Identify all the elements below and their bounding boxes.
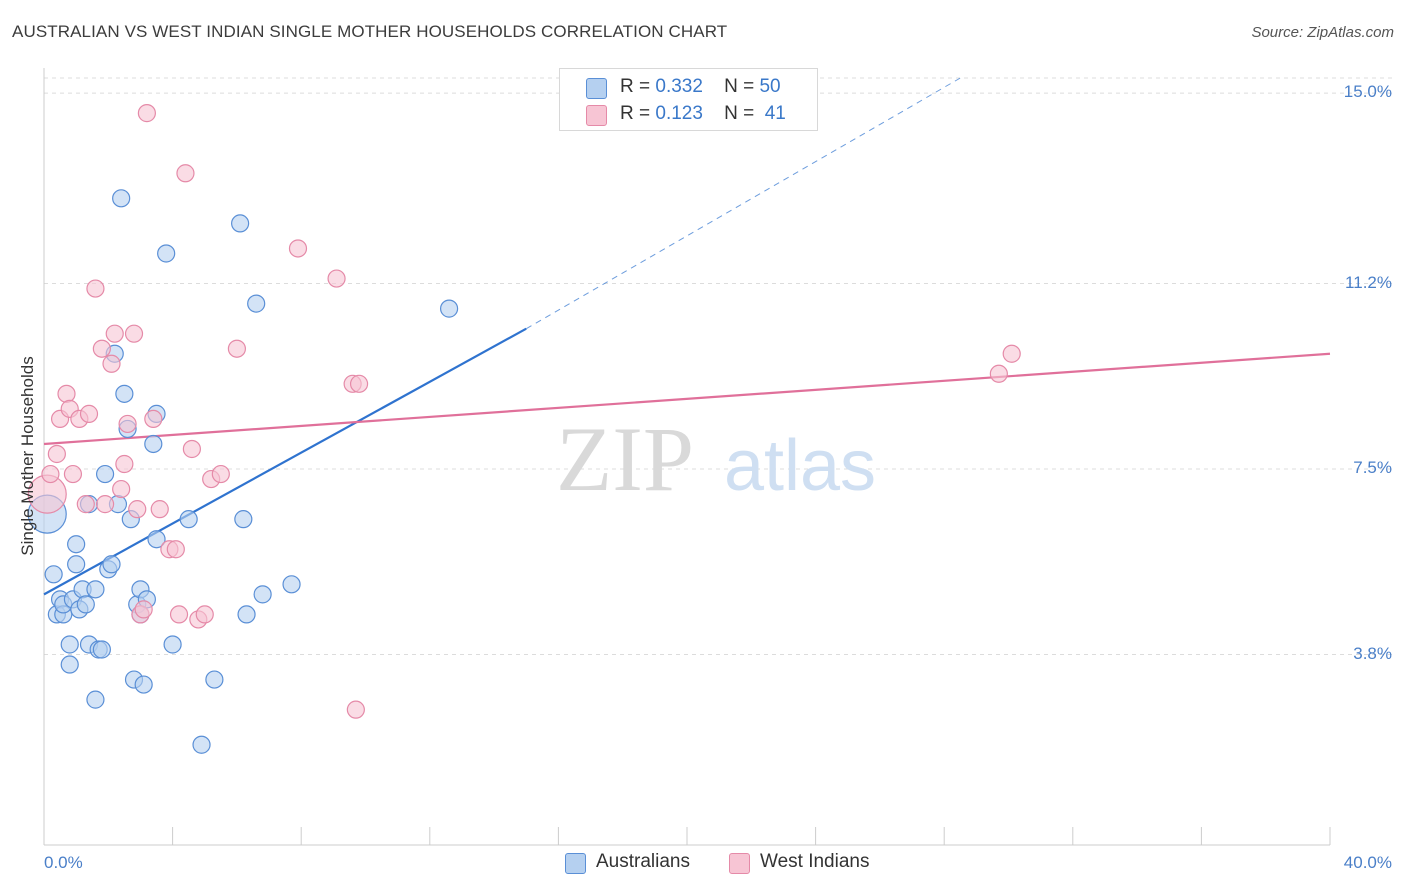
trend-lines: [43, 77, 1331, 596]
watermark-atlas: atlas: [724, 426, 876, 506]
west-indians-point: [150, 500, 169, 519]
australians-point: [60, 655, 79, 674]
x-tick-label-max: 40.0%: [1343, 853, 1392, 872]
west-indians-point: [57, 384, 76, 403]
australians-swatch: [586, 78, 607, 99]
west-indians-point: [115, 454, 134, 474]
australians-point: [44, 565, 63, 584]
y-axis-title: Single Mother Households: [18, 356, 37, 556]
west-indians-point: [92, 339, 111, 358]
west-indians-point: [144, 409, 163, 429]
west-indians-point: [169, 605, 189, 624]
west-indians-point: [95, 495, 115, 514]
australians-point: [439, 299, 459, 318]
australians-point: [237, 605, 256, 624]
west-indians-point: [105, 324, 124, 343]
west-indians-point: [76, 495, 95, 514]
r-label: R =: [620, 76, 651, 97]
australians-trend-line: [43, 327, 527, 596]
n-value: 50: [759, 76, 781, 97]
watermark-zip: ZIP: [556, 408, 694, 510]
west-indians-point: [211, 464, 230, 484]
australians-point: [134, 675, 153, 694]
n-label: N =: [724, 103, 755, 124]
australians-point: [60, 635, 79, 654]
data-points: [27, 104, 1021, 754]
legend-label-west-indians: West Indians: [760, 851, 870, 872]
legend-label-australians: Australians: [596, 851, 690, 872]
west-indians-point: [118, 414, 137, 434]
australians-point: [234, 510, 253, 529]
australians-point: [92, 640, 111, 659]
west-indians-point: [195, 605, 214, 624]
west-indians-point: [327, 269, 346, 288]
west-indians-point: [124, 324, 144, 343]
australians-point: [147, 530, 166, 549]
west-indians-point: [349, 374, 369, 393]
correlation-legend: R = 0.332 N = 50 R = 0.123 N = 41: [559, 68, 818, 131]
australians-point: [112, 189, 131, 208]
australians-point: [67, 555, 86, 574]
australians-point: [192, 735, 211, 754]
r-value: 0.123: [655, 103, 703, 124]
west-indians-point: [182, 439, 201, 459]
axes: [43, 68, 1331, 846]
australians-point: [86, 580, 105, 599]
australians-point: [205, 670, 224, 689]
r-label: R =: [620, 103, 651, 124]
y-tick-label-7-5: 7.5%: [1353, 458, 1392, 478]
y-tick-label-11-2: 11.2%: [1345, 272, 1392, 292]
west-indians-swatch: [729, 853, 750, 874]
west-indians-point: [102, 354, 121, 373]
x-tick-label-min: 0.0%: [44, 853, 83, 872]
australians-point: [115, 384, 134, 403]
y-tick-label-3-8: 3.8%: [1353, 643, 1392, 663]
grid-lines: [44, 77, 1392, 656]
west-indians-point: [134, 600, 153, 619]
west-indians-point: [128, 500, 147, 519]
australians-point: [102, 555, 121, 574]
r-value: 0.332: [655, 76, 703, 97]
west-indians-point: [346, 700, 365, 719]
n-value: 41: [764, 103, 786, 124]
australians-point: [179, 510, 198, 529]
west-indians-point: [989, 364, 1008, 383]
west-indians-point: [63, 464, 83, 484]
n-label: N =: [724, 76, 755, 97]
west-indians-point: [227, 339, 246, 358]
west-indians-point: [86, 279, 105, 298]
west-indians-point: [112, 479, 131, 499]
australians-point: [76, 595, 95, 614]
australians-point: [253, 585, 272, 604]
y-tick-label-15-0: 15.0%: [1343, 82, 1392, 102]
chart-source: Source: ZipAtlas.com: [1251, 24, 1394, 41]
west-indians-point: [176, 164, 195, 183]
west-indians-point: [1002, 344, 1021, 363]
australians-point: [95, 464, 115, 484]
australians-point: [67, 535, 86, 554]
west-indians-point: [41, 464, 60, 484]
watermark: ZIP atlas: [556, 408, 876, 510]
australians-point: [282, 575, 301, 594]
australians-point: [163, 635, 182, 654]
australians-point: [144, 434, 163, 454]
west-indians-point: [137, 104, 156, 123]
australians-point: [86, 690, 105, 709]
chart-title: AUSTRALIAN VS WEST INDIAN SINGLE MOTHER …: [12, 22, 728, 41]
australians-point: [231, 214, 250, 233]
australians-point: [157, 244, 176, 263]
west-indians-point: [79, 404, 99, 423]
west-indians-trend-line: [43, 352, 1331, 446]
west-indians-swatch: [586, 105, 607, 126]
west-indians-point: [288, 239, 308, 258]
australians-point: [247, 294, 266, 313]
australians-swatch: [565, 853, 586, 874]
west-indians-point: [166, 540, 185, 559]
west-indians-point: [47, 444, 66, 464]
